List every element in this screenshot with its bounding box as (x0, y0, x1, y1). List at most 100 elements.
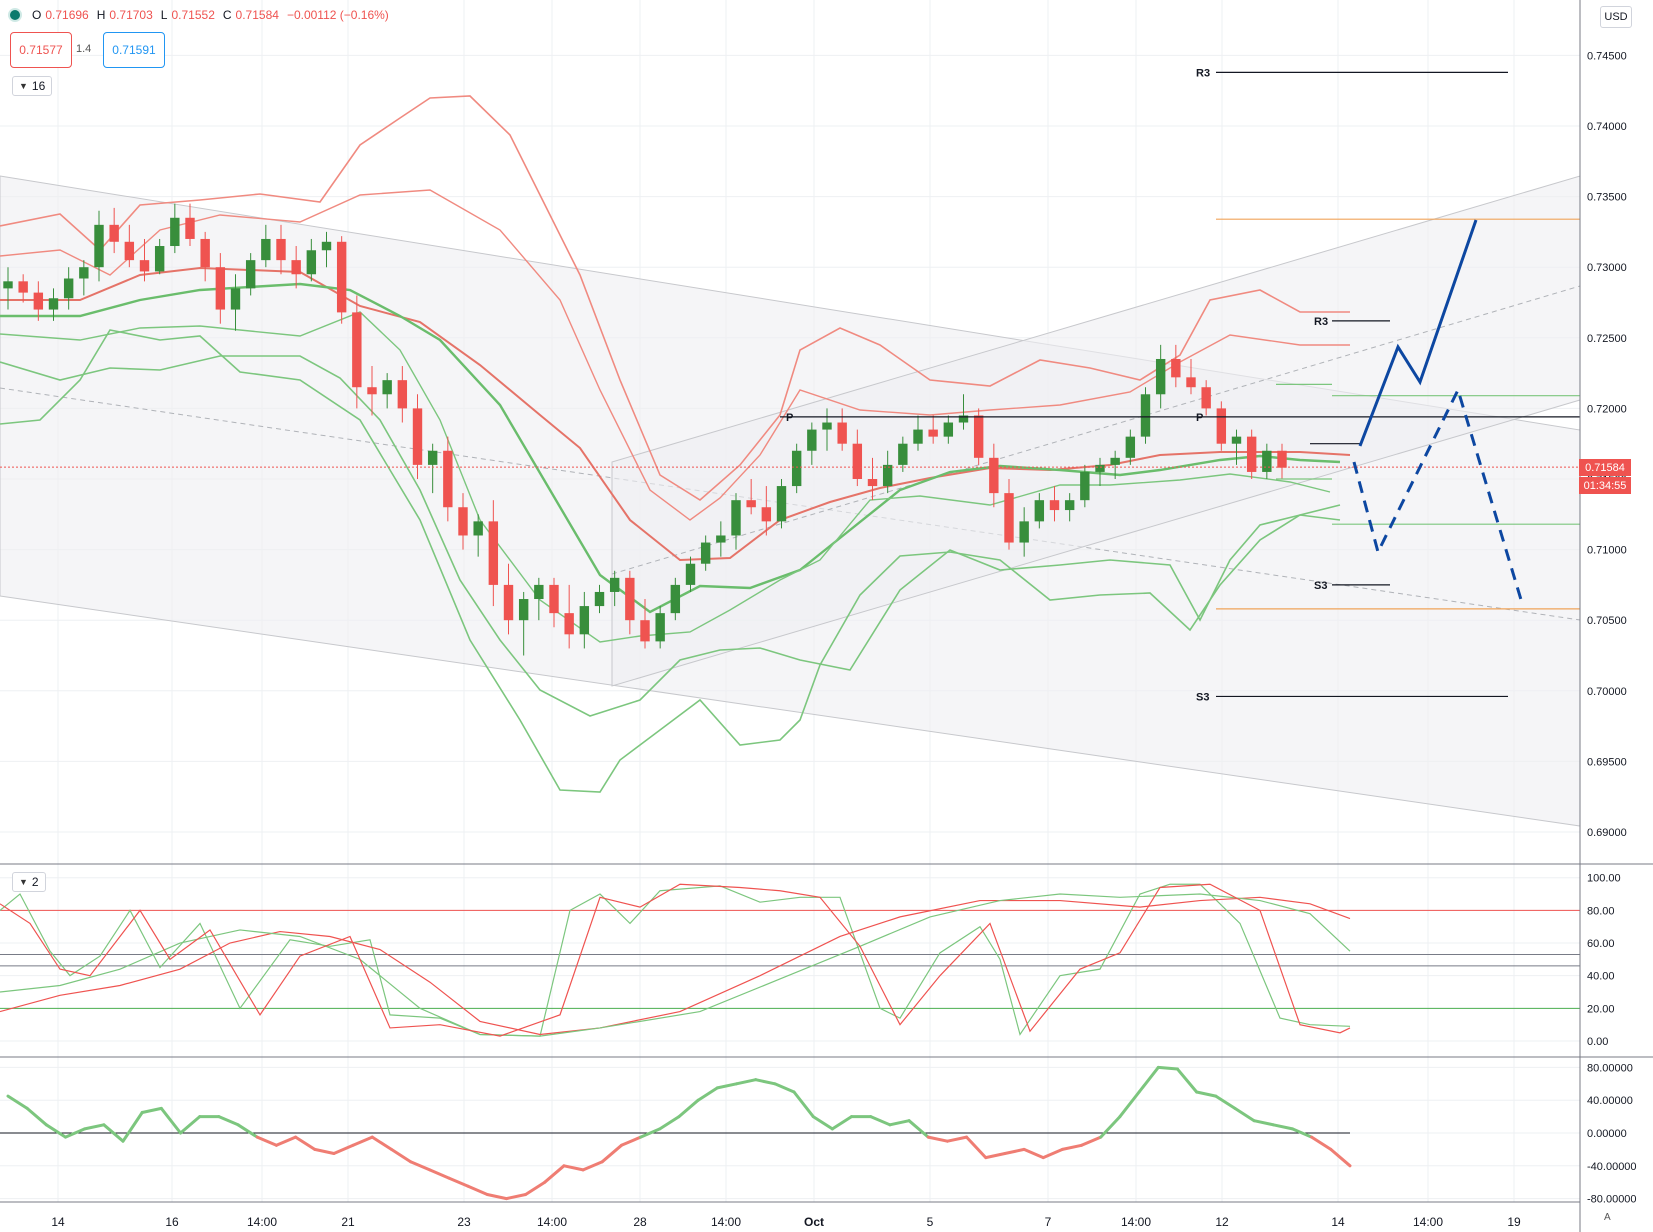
oscillator-count: 2 (31, 875, 39, 889)
buy-button[interactable]: 0.71591 (103, 32, 165, 68)
bb-lower-mid (0, 355, 1341, 717)
price-tick-label: 0.73500 (1587, 192, 1627, 204)
candle-down (458, 507, 468, 536)
candle-down (1049, 500, 1060, 511)
candle-up (3, 281, 13, 289)
candle-up (1080, 471, 1090, 501)
momentum-segment (1214, 1094, 1237, 1110)
time-tick-label: 19 (1507, 1215, 1521, 1229)
momentum-segment (179, 1115, 202, 1135)
chevron-down-icon: ▼ (19, 81, 28, 91)
candle-up (731, 500, 741, 536)
candle-down (1186, 377, 1196, 388)
candle-up (609, 577, 620, 592)
bb-basis-green (0, 282, 1341, 614)
chevron-down-icon: ▼ (19, 877, 28, 887)
last-price-tag: 0.71584 (1579, 459, 1631, 476)
momentum-segment (773, 1082, 796, 1094)
momentum-segment (869, 1115, 892, 1127)
candle-down (200, 238, 210, 268)
candle-down (352, 312, 362, 388)
candle-down (1277, 450, 1287, 468)
momentum-segment (830, 1115, 854, 1131)
high-value: 0.71703 (109, 8, 153, 22)
price-tick-label: 0.69000 (1587, 827, 1627, 839)
price-tick-label: 0.69500 (1587, 756, 1627, 768)
time-tick-label: 23 (457, 1215, 471, 1229)
time-tick-label: 12 (1215, 1215, 1229, 1229)
candle-down (973, 415, 984, 458)
ohlc-legend: O 0.71696 H 0.71703 L 0.71552 C 0.71584 −0.0… (8, 8, 389, 22)
momentum-segment (677, 1098, 700, 1119)
candle-up (579, 606, 590, 635)
indicators-toggle-button[interactable]: ▼ 16 (12, 76, 53, 96)
candle-up (594, 591, 605, 607)
momentum-segment (696, 1086, 719, 1102)
time-tick-label: 14:00 (1413, 1215, 1443, 1229)
candle-down (867, 479, 878, 487)
candle-up (655, 613, 665, 642)
candle-up (382, 380, 392, 395)
stoch-slow-green (0, 893, 1351, 1037)
price-tick-label: 0.72500 (1587, 333, 1627, 345)
candle-up (1095, 464, 1105, 472)
momentum-segment (754, 1078, 777, 1086)
momentum-segment (600, 1143, 623, 1164)
candle-down (989, 457, 999, 494)
candle-down (928, 429, 938, 437)
daily-r3-label: R3 (1314, 316, 1328, 328)
momentum-segment (1156, 1065, 1179, 1071)
candle-up (63, 278, 74, 299)
candle-down (1201, 387, 1211, 409)
stoch-tick-label: 100.00 (1587, 873, 1621, 885)
price-tick-label: 0.73000 (1587, 262, 1627, 274)
momentum-segment (639, 1127, 662, 1139)
spread-value: 1.4 (76, 43, 92, 55)
candle-down (625, 577, 635, 621)
candle-up (1262, 450, 1272, 472)
candle-down (18, 281, 28, 293)
currency-badge[interactable]: USD (1600, 6, 1632, 28)
candle-down (746, 500, 756, 508)
stoch-tick-label: 60.00 (1587, 938, 1615, 950)
candle-up (154, 246, 165, 272)
oscillator-toggle-button[interactable]: ▼ 2 (12, 872, 46, 892)
high-label: H (96, 8, 106, 22)
candle-up (261, 238, 271, 261)
candle-up (94, 224, 104, 268)
candle-down (367, 387, 377, 395)
momentum-segment (735, 1078, 758, 1086)
candle-down (33, 292, 44, 310)
momentum-segment (25, 1106, 48, 1127)
candle-up (776, 486, 787, 522)
momentum-segment (619, 1135, 643, 1147)
momentum-segment (485, 1193, 508, 1201)
candle-down (488, 521, 499, 585)
candle-down (397, 380, 408, 409)
momentum-segment (562, 1164, 585, 1172)
momentum-segment (715, 1082, 739, 1090)
auto-scale-button[interactable]: A (1604, 1212, 1611, 1223)
momentum-segment (581, 1160, 604, 1172)
candle-up (321, 241, 332, 251)
momentum-segment (1310, 1135, 1333, 1151)
time-tick-label: 14:00 (711, 1215, 741, 1229)
candle-up (670, 584, 681, 614)
momentum-segment (217, 1115, 240, 1127)
low-label: L (160, 8, 168, 22)
candle-up (958, 415, 969, 423)
momentum-segment (1003, 1147, 1026, 1155)
price-tick-label: 0.70000 (1587, 686, 1627, 698)
candle-up (700, 542, 711, 564)
sell-button[interactable]: 0.71577 (10, 32, 72, 68)
momentum-segment (1175, 1067, 1199, 1094)
momentum-tick-label: 40.00000 (1587, 1095, 1633, 1107)
momentum-segment (313, 1147, 336, 1155)
momentum-segment (926, 1135, 949, 1143)
momentum-pane (0, 1065, 1352, 1201)
candle-up (79, 267, 89, 279)
stochastic-pane (0, 883, 1580, 1037)
indicators-count: 16 (31, 79, 46, 93)
